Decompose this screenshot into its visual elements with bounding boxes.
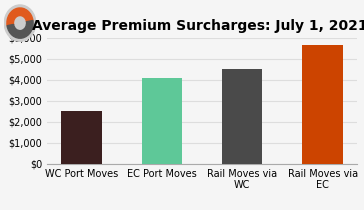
Text: Average Premium Surcharges: July 1, 2021: Average Premium Surcharges: July 1, 2021	[32, 19, 364, 33]
Circle shape	[4, 5, 36, 41]
Bar	[62, 111, 102, 164]
Wedge shape	[7, 8, 33, 26]
Bar	[142, 78, 182, 164]
Bar	[222, 69, 262, 164]
Wedge shape	[7, 20, 33, 38]
Bar	[302, 45, 343, 164]
